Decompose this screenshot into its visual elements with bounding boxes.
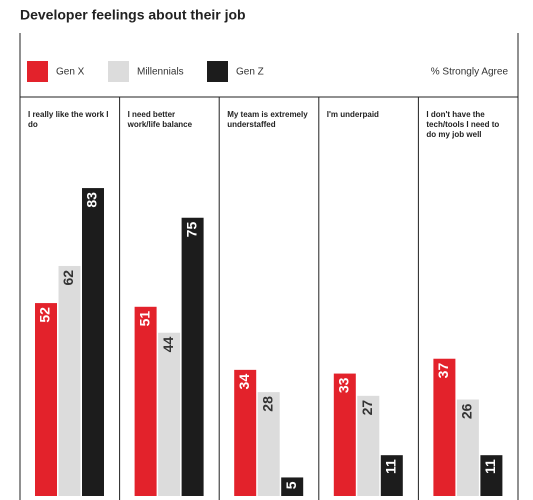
bar	[257, 392, 280, 496]
category-label: I need better work/life balance	[127, 110, 193, 129]
category-label: I really like the work I do	[28, 110, 109, 129]
legend-label: Millennials	[137, 67, 184, 78]
category-label: I'm underpaid	[326, 110, 379, 119]
value-label: 11	[383, 459, 399, 474]
bar	[281, 477, 304, 496]
value-label: 5	[283, 481, 299, 489]
legend-swatch	[108, 61, 129, 82]
bar	[380, 455, 403, 496]
category-label: My team is extremely understaffed	[227, 110, 308, 129]
bar	[82, 188, 104, 496]
bar	[333, 373, 356, 496]
bar	[456, 399, 479, 496]
bar	[58, 265, 81, 496]
value-label: 33	[336, 377, 352, 393]
value-label: 62	[60, 270, 76, 286]
legend-note: % Strongly Agree	[431, 67, 509, 78]
bar	[234, 369, 257, 496]
bar	[357, 395, 380, 496]
bar	[433, 358, 456, 496]
value-label: 28	[259, 396, 275, 412]
value-label: 26	[459, 403, 475, 419]
bar	[181, 217, 204, 496]
category-label: I don't have the tech/tools I need to do…	[426, 110, 500, 139]
legend-swatch	[207, 61, 228, 82]
value-label: 27	[359, 400, 375, 416]
value-label: 37	[435, 363, 451, 379]
legend-label: Gen X	[56, 67, 85, 78]
value-label: 52	[37, 307, 53, 323]
legend-swatch	[27, 61, 48, 82]
value-label: 75	[183, 222, 199, 238]
legend-label: Gen Z	[236, 67, 264, 78]
bar	[480, 455, 503, 496]
value-label: 34	[236, 374, 252, 390]
chart-title: Developer feelings about their job	[20, 7, 246, 23]
bar	[134, 306, 157, 496]
value-label: 51	[136, 311, 152, 327]
bar	[158, 332, 181, 496]
value-label: 44	[160, 337, 176, 353]
value-label: 83	[84, 192, 100, 208]
bar	[35, 303, 57, 496]
value-label: 11	[482, 459, 498, 474]
